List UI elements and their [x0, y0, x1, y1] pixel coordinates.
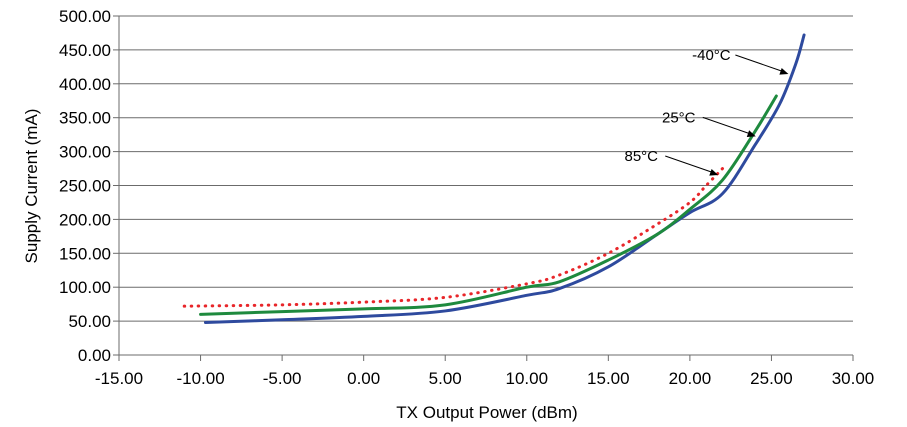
y-tick-label: 0.00 — [78, 346, 111, 365]
y-tick-label: 400.00 — [59, 75, 111, 94]
x-tick-label: 5.00 — [429, 369, 462, 388]
axes: 0.00 50.00 100.00 150.00 200.00 250.00 300.00 3… — [59, 7, 874, 388]
series-group — [182, 33, 806, 324]
x-tick-label: 25.00 — [750, 369, 793, 388]
x-tick-label: 20.00 — [669, 369, 712, 388]
annotation-label: 85°C — [624, 148, 658, 165]
series-line — [182, 167, 725, 308]
y-tick-label: 150.00 — [59, 244, 111, 263]
x-tick-label: 15.00 — [587, 369, 630, 388]
y-tick-label: 500.00 — [59, 7, 111, 26]
y-tick-label: 300.00 — [59, 143, 111, 162]
annotations: -40°C 25°C 85°C — [624, 47, 789, 176]
annotation-arrowhead — [746, 130, 756, 137]
x-tick-label: -15.00 — [95, 369, 143, 388]
y-tick-label: 350.00 — [59, 109, 111, 128]
x-tick-label: 10.00 — [506, 369, 549, 388]
annotation-arrow — [735, 54, 785, 73]
y-tick-label: 100.00 — [59, 278, 111, 297]
annotation-label: -40°C — [692, 47, 731, 64]
y-tick-label: 450.00 — [59, 41, 111, 60]
annotation-arrowhead — [709, 169, 719, 176]
y-tick-label: 250.00 — [59, 177, 111, 196]
annotation-arrow — [702, 116, 752, 135]
x-tick-label: -10.00 — [176, 369, 224, 388]
x-axis-title: TX Output Power (dBm) — [396, 403, 577, 422]
annotation-arrow — [665, 155, 715, 174]
y-tick-label: 200.00 — [59, 210, 111, 229]
y-tick-label: 50.00 — [68, 312, 111, 331]
series-line — [203, 33, 806, 324]
annotation-arrowhead — [779, 68, 789, 75]
x-tick-label: -5.00 — [263, 369, 302, 388]
series-line — [199, 94, 778, 316]
y-axis-title: Supply Current (mA) — [22, 109, 41, 264]
annotation-label: 25°C — [662, 109, 696, 126]
x-tick-label: 0.00 — [347, 369, 380, 388]
x-tick-label: 30.00 — [832, 369, 875, 388]
